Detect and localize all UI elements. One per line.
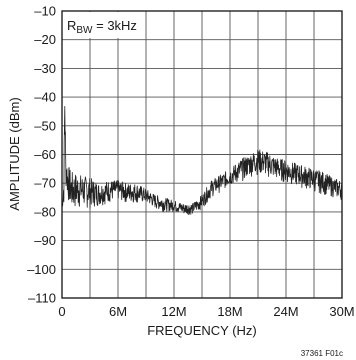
x-tick-label: 12M: [161, 304, 186, 319]
x-axis-title: FREQUENCY (Hz): [147, 323, 257, 338]
rbw-subscript: BW: [76, 25, 93, 36]
y-tick-label: –10: [34, 4, 56, 19]
figure-code: 37361 F01c: [301, 349, 343, 358]
rbw-prefix: R: [67, 18, 76, 33]
x-tick-labels: 0 6M 12M 18M 24M 30M: [58, 304, 354, 319]
spectrum-trace: [61, 105, 343, 216]
y-tick-label: –60: [34, 147, 56, 162]
y-tick-label: –20: [34, 32, 56, 47]
series-layer: [61, 105, 343, 216]
grid-lines: [62, 11, 342, 298]
x-tick-label: 18M: [217, 304, 242, 319]
y-tick-label: –80: [34, 204, 56, 219]
rbw-suffix: = 3kHz: [93, 18, 137, 33]
y-axis-title: AMPLITUDE (dBm): [7, 97, 22, 210]
x-tick-label: 0: [58, 304, 65, 319]
svg-text:RBW = 3kHz: RBW = 3kHz: [67, 18, 137, 36]
y-tick-label: –110: [28, 291, 56, 306]
y-tick-label: –90: [34, 233, 56, 248]
y-tick-label: –40: [34, 90, 56, 105]
y-tick-label: –70: [34, 176, 56, 191]
y-tick-label: –50: [34, 118, 56, 133]
y-tick-labels: –10 –20 –30 –40 –50 –60 –70 –80 –90 –100 –110: [27, 4, 56, 306]
y-tick-label: –100: [27, 262, 56, 277]
plot-frame: [61, 10, 343, 299]
x-tick-label: 30M: [329, 304, 354, 319]
x-tick-label: 24M: [273, 304, 298, 319]
x-tick-label: 6M: [109, 304, 127, 319]
y-tick-label: –30: [34, 61, 56, 76]
rbw-annotation: RBW = 3kHz: [63, 12, 145, 38]
